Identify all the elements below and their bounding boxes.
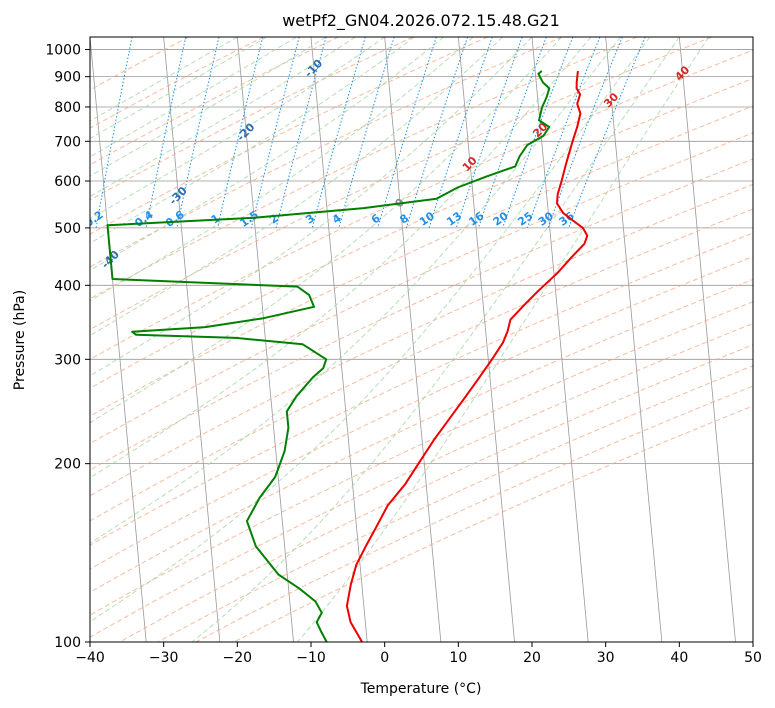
x-tick-label: −20 <box>223 650 253 666</box>
isotherm-line <box>236 37 294 642</box>
axes-ticks: −40 −30 −20 −10 0 10 20 30 40 50 100 200 300 400 500 60… <box>45 43 762 666</box>
dry-adiabat-line <box>90 105 753 417</box>
y-tick-label: 700 <box>54 134 81 150</box>
y-tick-label: 500 <box>54 221 81 237</box>
mixing-ratio-line <box>217 37 264 229</box>
mixing-ratio-line <box>250 37 300 229</box>
sounding-profiles <box>106 70 589 642</box>
y-tick-label: 300 <box>54 352 81 368</box>
mixing-ratio-line <box>502 37 574 229</box>
plot-frame <box>89 36 754 643</box>
dry-adiabat-line <box>90 37 638 300</box>
mixing-ratio-line <box>526 37 601 229</box>
dry-adiabat-line <box>90 232 753 546</box>
dry-adiabat-line <box>90 278 753 593</box>
moist-adiabat-line <box>90 37 238 122</box>
dry-adiabat-line <box>90 37 563 268</box>
x-tick-label: 50 <box>744 650 762 666</box>
mixing-ratio-line <box>377 37 437 229</box>
dry-adiabat-line <box>90 255 753 570</box>
moist-adiabat-line <box>90 37 592 479</box>
x-tick-label: −10 <box>296 650 326 666</box>
dry-adiabat-line <box>90 37 712 331</box>
moist-adiabat-line <box>90 37 474 302</box>
moist-adiabat-line <box>90 37 356 198</box>
moist-adiabat-line <box>90 37 444 271</box>
mixing-ratio-line <box>338 37 395 229</box>
mixing-ratio-line <box>311 37 366 229</box>
moist-adiabat-line <box>90 37 651 623</box>
moist-adiabat-line <box>90 37 385 220</box>
mixing-ratio-line <box>405 37 468 229</box>
dry-adiabat-line <box>90 37 264 129</box>
y-tick-label: 900 <box>54 70 81 86</box>
x-tick-label: 30 <box>597 650 615 666</box>
mixing-ratio-line <box>568 37 646 229</box>
x-tick-label: −30 <box>149 650 179 666</box>
y-tick-label: 600 <box>54 174 81 190</box>
dry-adiabat-line <box>90 77 753 389</box>
moist-adiabat-line <box>90 37 268 140</box>
mixing-ratio-line <box>145 37 187 228</box>
dry-adiabat-line <box>90 49 753 360</box>
temperature-profile-line <box>345 70 589 642</box>
mixing-ratio-line <box>176 37 220 229</box>
dry-adiabat-line <box>90 132 753 445</box>
isotherm-line <box>90 37 147 642</box>
isotherm-line <box>678 37 736 642</box>
dry-adiabat-line <box>90 158 753 471</box>
moist-adiabat-line <box>90 37 326 177</box>
isotherm-line <box>163 37 221 642</box>
y-tick-label: 400 <box>54 278 81 294</box>
chart-title: wetPf2_GN04.2026.072.15.48.G21 <box>282 11 560 31</box>
y-tick-label: 200 <box>54 457 81 473</box>
dewpoint-profile-line <box>106 70 551 642</box>
moist-adiabat-line <box>90 37 297 158</box>
x-tick-label: 40 <box>670 650 688 666</box>
x-axis-label: Temperature (°C) <box>360 681 482 697</box>
background-reference-lines <box>90 37 753 642</box>
x-tick-label: −40 <box>75 650 105 666</box>
dry-adiabat-line <box>90 37 190 91</box>
moist-adiabat-line <box>90 37 415 244</box>
isotherm-line <box>310 37 368 642</box>
dry-adiabat-line <box>90 322 753 638</box>
mixing-ratio-line <box>547 37 623 229</box>
y-tick-label: 100 <box>54 635 81 651</box>
isotherm-line <box>384 37 442 642</box>
y-axis-label: Pressure (hPa) <box>12 290 28 390</box>
mixing-ratio-line <box>428 37 493 229</box>
mixing-ratio-line <box>477 37 547 229</box>
dry-adiabat-line <box>90 37 488 235</box>
mixing-ratio-line <box>275 37 327 229</box>
moist-adiabat-line <box>90 37 562 424</box>
y-tick-label: 800 <box>54 100 81 116</box>
isotherm-line <box>605 37 663 642</box>
moist-adiabat-line <box>90 37 503 337</box>
moist-adiabat-line <box>191 37 680 642</box>
x-tick-label: 10 <box>449 650 467 666</box>
y-tick-label: 1000 <box>45 43 81 59</box>
x-tick-label: 20 <box>523 650 541 666</box>
mixing-ratio-line <box>455 37 523 229</box>
moist-adiabat-line <box>90 37 533 377</box>
moist-adiabat-line <box>297 37 710 642</box>
x-tick-label: 0 <box>380 650 389 666</box>
dry-adiabat-line <box>90 301 753 616</box>
